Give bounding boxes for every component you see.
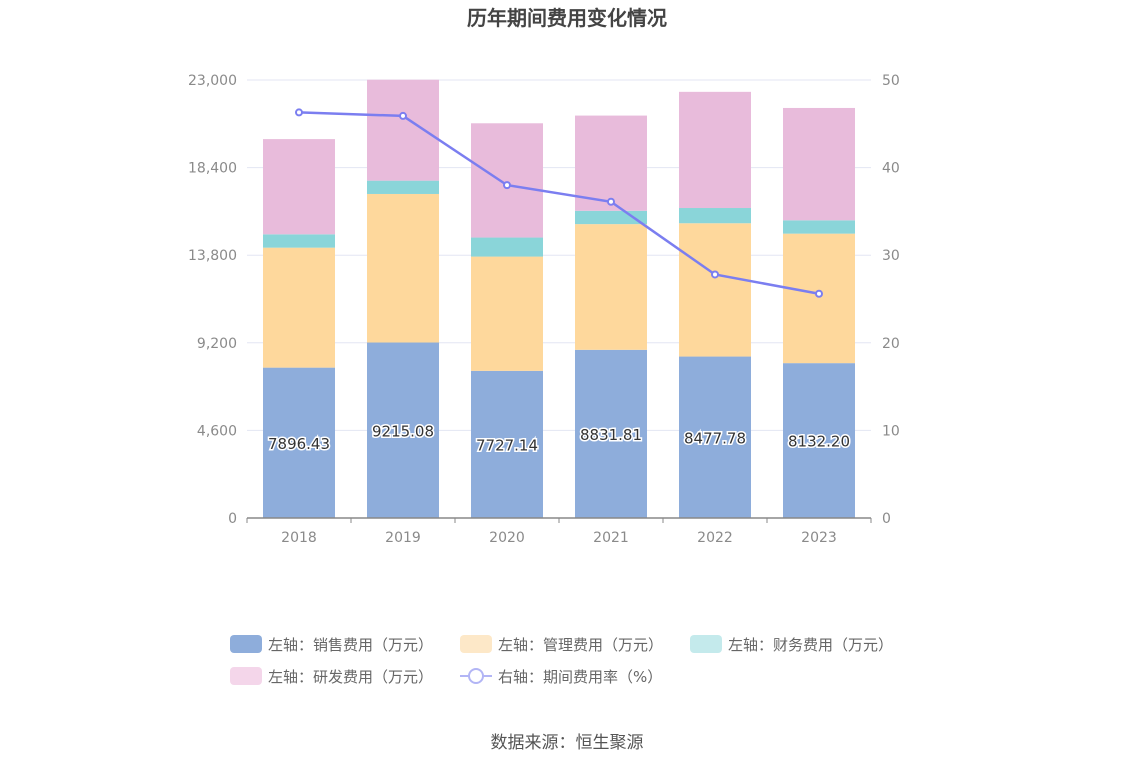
legend-item-0[interactable]: 左轴：销售费用（万元）	[230, 635, 433, 654]
rate-point-2020	[503, 181, 511, 190]
legend-item-2[interactable]: 左轴：财务费用（万元）	[690, 635, 893, 654]
rate-line-path	[298, 111, 820, 295]
right-tick-label: 50	[882, 73, 900, 89]
right-tick-label: 10	[882, 423, 900, 439]
x-tick-label-2019: 2019	[385, 530, 421, 546]
bar-2018-series-2	[263, 234, 335, 248]
data-label-2023: 8132.20	[788, 433, 850, 451]
legend-label: 左轴：销售费用（万元）	[268, 636, 433, 654]
bar-2021-series-3	[575, 115, 647, 211]
bar-2023-series-2	[783, 220, 855, 234]
legend-item-4[interactable]: 右轴：期间费用率（%）	[460, 668, 662, 686]
bar-2023-series-0	[783, 363, 855, 518]
left-tick-label: 4,600	[197, 423, 237, 439]
left-tick-label: 13,800	[188, 248, 237, 264]
source-label: 数据来源：恒生聚源	[491, 733, 644, 753]
bar-2019-series-2	[367, 180, 439, 194]
legend-marker	[468, 668, 484, 684]
legend-item-1[interactable]: 左轴：管理费用（万元）	[460, 635, 663, 654]
bar-2020-series-0	[471, 370, 543, 518]
bar-2019-series-0	[367, 342, 439, 518]
right-tick-label: 20	[882, 336, 900, 352]
data-label-2019: 9215.08	[372, 422, 434, 440]
legend-label: 左轴：管理费用（万元）	[498, 636, 663, 654]
bar-2022-series-0	[679, 356, 751, 518]
bar-2020-series-1	[471, 256, 543, 371]
bar-2021-series-0	[575, 349, 647, 518]
data-label-2022: 8477.78	[684, 429, 746, 447]
rate-line	[295, 108, 823, 298]
bar-2021-series-2	[575, 210, 647, 225]
legend-swatch	[690, 635, 722, 653]
rate-point-2018	[295, 108, 303, 117]
x-tick-label-2021: 2021	[593, 530, 629, 546]
left-tick-label: 0	[228, 511, 237, 527]
rate-point-2019	[399, 111, 407, 120]
x-axis: 2018 2019 2020 2021 2022 2023	[246, 517, 872, 546]
right-axis: 0 10 20 30 40 50	[882, 73, 900, 527]
bar-2020-series-2	[471, 237, 543, 257]
bar-2018-series-1	[263, 247, 335, 368]
legend[interactable]: 左轴：销售费用（万元） 左轴：管理费用（万元） 左轴：财务费用（万元） 左轴：研发费用…	[230, 635, 893, 686]
x-tick-label-2023: 2023	[801, 530, 837, 546]
legend-swatch	[460, 635, 492, 653]
rate-point-2021	[607, 197, 615, 206]
bar-2022-series-3	[679, 91, 751, 209]
legend-item-3[interactable]: 左轴：研发费用（万元）	[230, 667, 433, 686]
x-tick-label-2020: 2020	[489, 530, 525, 546]
data-label-2018: 7896.43	[268, 435, 330, 453]
legend-label: 左轴：财务费用（万元）	[728, 636, 893, 654]
grid-lines	[247, 79, 871, 431]
right-tick-label: 30	[882, 248, 900, 264]
bar-2018-series-3	[263, 139, 335, 235]
bar-2023-series-1	[783, 233, 855, 364]
data-label-2021: 8831.81	[580, 426, 642, 444]
bar-2022-series-1	[679, 223, 751, 357]
right-tick-label: 40	[882, 161, 900, 177]
bar-2023-series-3	[783, 107, 855, 221]
bar-2019-series-3	[367, 79, 439, 181]
x-tick-label-2018: 2018	[281, 530, 317, 546]
bar-2019-series-1	[367, 193, 439, 343]
legend-swatch	[230, 667, 262, 685]
rate-point-2023	[815, 289, 823, 298]
bar-2021-series-1	[575, 224, 647, 350]
right-tick-label: 0	[882, 511, 891, 527]
legend-label: 右轴：期间费用率（%）	[498, 668, 662, 686]
left-axis: 0 4,600 9,200 13,800 18,400 23,000	[188, 73, 237, 527]
rate-point-2022	[711, 270, 719, 279]
data-label-2020: 7727.14	[476, 436, 538, 454]
bars	[263, 79, 855, 518]
data-labels: 7896.43 9215.08 7727.14 8831.81 8477.78 8132.…	[266, 421, 851, 456]
bar-2018-series-0	[263, 367, 335, 518]
x-tick-label-2022: 2022	[697, 530, 733, 546]
left-tick-label: 23,000	[188, 73, 237, 89]
bar-2022-series-2	[679, 208, 751, 224]
legend-swatch	[230, 635, 262, 653]
chart-title: 历年期间费用变化情况	[467, 6, 667, 30]
left-tick-label: 9,200	[197, 336, 237, 352]
legend-label: 左轴：研发费用（万元）	[268, 668, 433, 686]
bar-2020-series-3	[471, 123, 543, 238]
left-tick-label: 18,400	[188, 161, 237, 177]
